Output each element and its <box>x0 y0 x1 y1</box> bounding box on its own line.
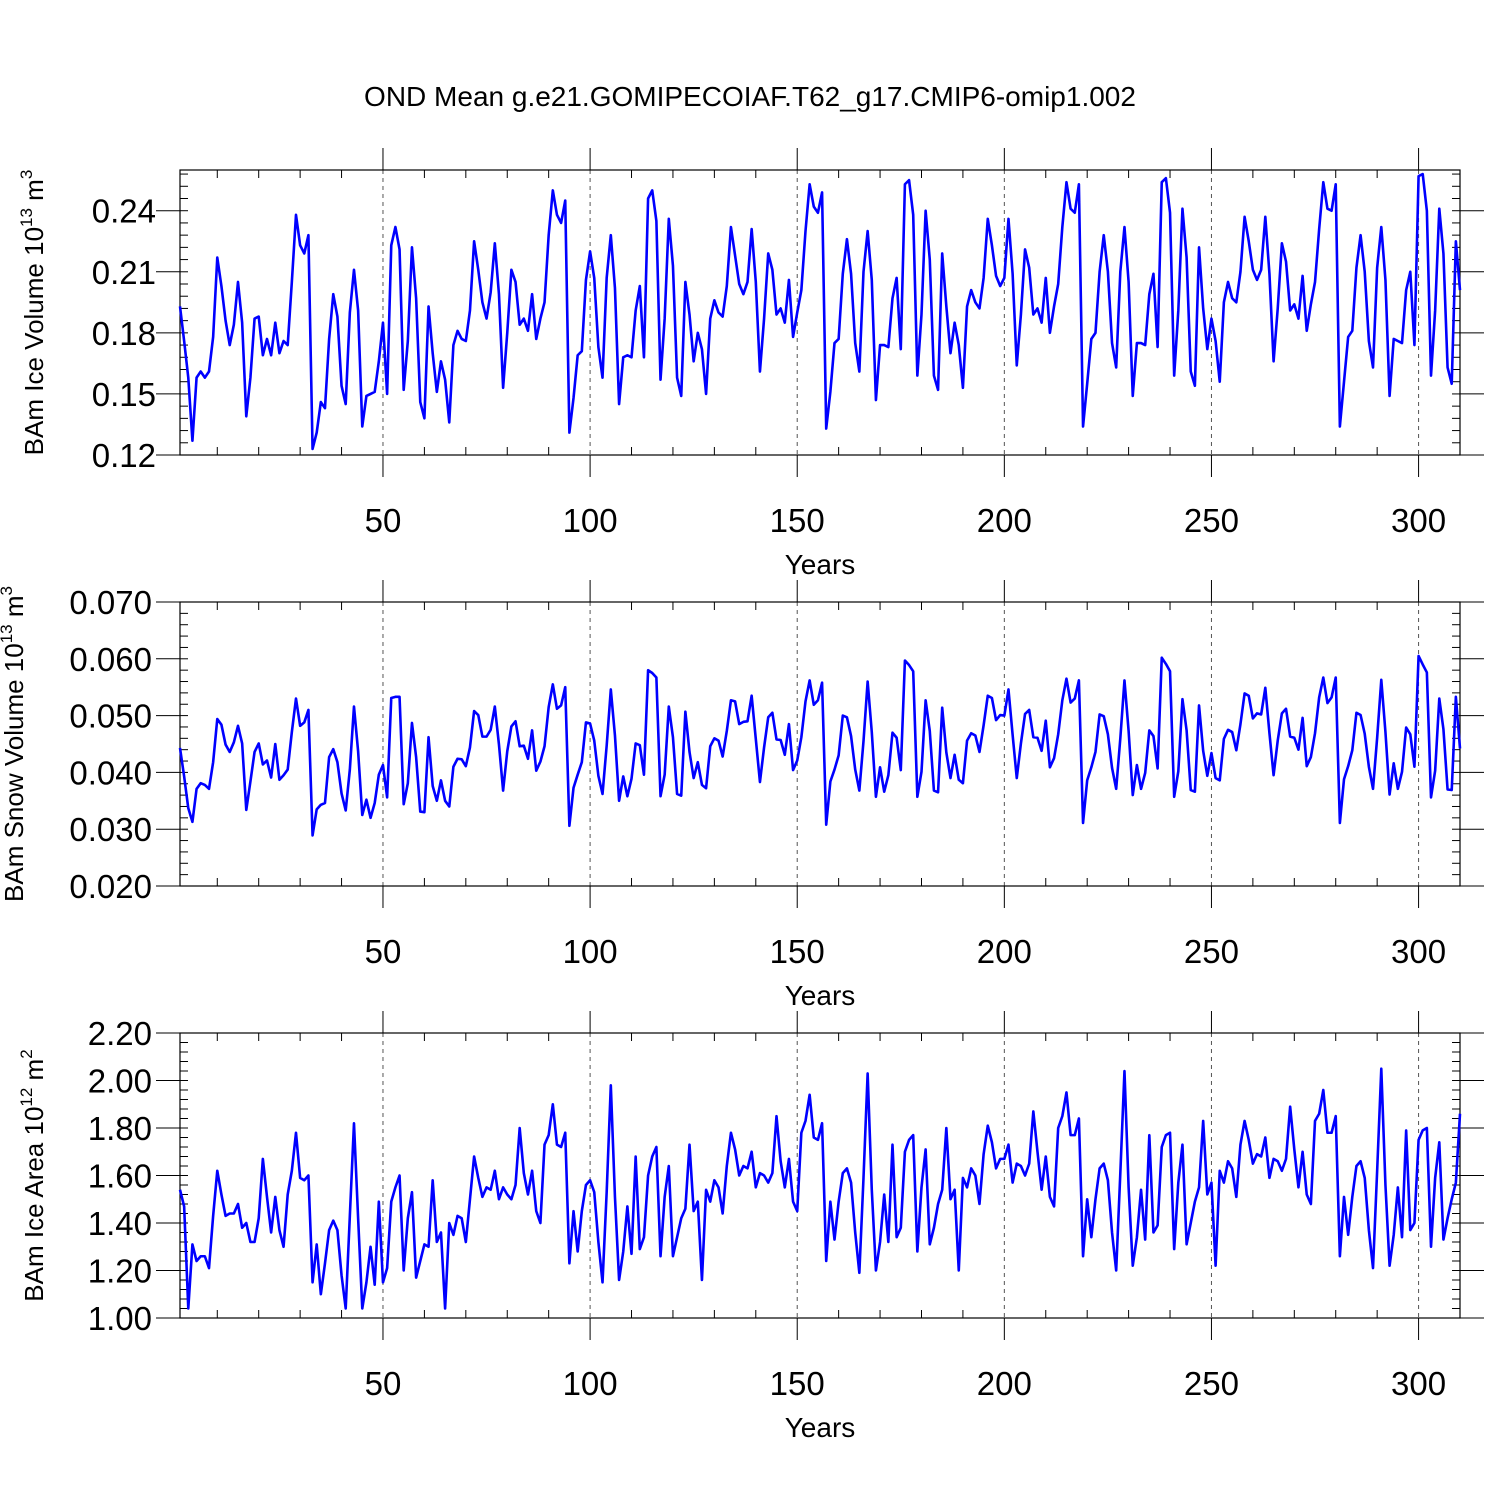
y-tick-label: 0.24 <box>92 193 156 230</box>
x-tick-label: 250 <box>1184 933 1239 970</box>
panel-2: 50 100 150 200 250 300 Years 0.020 0.030 0.040 0.0… <box>0 580 1484 1011</box>
x-tick-label: 200 <box>977 933 1032 970</box>
x-tick-label: 200 <box>977 1365 1032 1402</box>
y-axis-label-unit: m <box>0 595 29 624</box>
y-axis-label-unit: m <box>19 179 49 208</box>
x-tick-label: 100 <box>563 502 618 539</box>
x-tick-label: 200 <box>977 502 1032 539</box>
y-axis-label-unit-exponent: 2 <box>17 1049 36 1058</box>
x-tick-label: 50 <box>365 933 402 970</box>
y-axis-label: BAm Ice Volume 1013 m3 <box>17 170 49 456</box>
x-tick-label: 250 <box>1184 1365 1239 1402</box>
plot-frame <box>179 1032 1461 1319</box>
x-tick-label: 300 <box>1391 933 1446 970</box>
y-tick-label: 1.20 <box>88 1253 152 1290</box>
y-tick-label: 1.60 <box>88 1158 152 1195</box>
y-axis-label: BAm Ice Area 1012 m2 <box>17 1049 49 1301</box>
x-tick-label: 100 <box>563 933 618 970</box>
x-tick-label: 50 <box>365 502 402 539</box>
y-axis-label-exponent: 13 <box>17 208 36 227</box>
y-axis-label-main: BAm Ice Volume 10 <box>19 227 49 455</box>
y-tick-label: 0.070 <box>69 584 152 621</box>
y-axis-label-unit-exponent: 3 <box>17 170 36 179</box>
x-tick-label: 100 <box>563 1365 618 1402</box>
plot-frame <box>179 169 1461 456</box>
y-tick-label: 0.030 <box>69 811 152 848</box>
y-tick-label: 0.050 <box>69 698 152 735</box>
y-tick-label: 1.00 <box>88 1300 152 1337</box>
x-tick-label: 150 <box>770 933 825 970</box>
panel-1: 50 100 150 200 250 300 Years 0.12 0.15 0.18 0.21 0.… <box>17 148 1484 580</box>
panel-3: 50 100 150 200 250 300 Years 1.00 1.20 1.40 1.60 1.… <box>17 1011 1484 1443</box>
x-axis-label: Years <box>785 549 856 580</box>
x-tick-label: 300 <box>1391 502 1446 539</box>
y-tick-label: 0.21 <box>92 254 156 291</box>
x-tick-label: 250 <box>1184 502 1239 539</box>
y-tick-label: 2.20 <box>88 1015 152 1052</box>
x-axis-label: Years <box>785 1412 856 1443</box>
y-axis-label-exponent: 12 <box>17 1088 36 1107</box>
y-tick-label: 1.40 <box>88 1205 152 1242</box>
x-tick-label: 150 <box>770 1365 825 1402</box>
panels: 50 100 150 200 250 300Years0.120.150.180.210.… <box>0 148 1484 1443</box>
y-tick-label: 0.060 <box>69 641 152 678</box>
series-line-2 <box>178 654 1462 837</box>
x-tick-label: 50 <box>365 1365 402 1402</box>
y-axis-label-unit-exponent: 3 <box>0 586 16 595</box>
y-tick-label: 1.80 <box>88 1110 152 1147</box>
y-axis-label-main: BAm Snow Volume 10 <box>0 643 29 902</box>
y-axis-label-exponent: 13 <box>0 624 16 643</box>
plot-frame <box>179 601 1461 887</box>
y-axis-label: BAm Snow Volume 1013 m3 <box>0 586 29 902</box>
x-tick-label: 300 <box>1391 1365 1446 1402</box>
y-tick-label: 0.12 <box>92 437 156 474</box>
series-line-3 <box>178 1067 1462 1310</box>
x-axis-label: Years <box>785 980 856 1011</box>
y-tick-label: 2.00 <box>88 1063 152 1100</box>
y-axis-label-unit: m <box>19 1059 49 1088</box>
y-tick-label: 0.040 <box>69 754 152 791</box>
y-tick-label: 0.15 <box>92 376 156 413</box>
series-line-1 <box>178 172 1462 451</box>
x-tick-label: 150 <box>770 502 825 539</box>
y-axis-label-main: BAm Ice Area 10 <box>19 1107 49 1302</box>
figure-title: OND Mean g.e21.GOMIPECOIAF.T62_g17.CMIP6… <box>364 81 1136 112</box>
y-tick-label: 0.020 <box>69 868 152 905</box>
y-tick-label: 0.18 <box>92 315 156 352</box>
